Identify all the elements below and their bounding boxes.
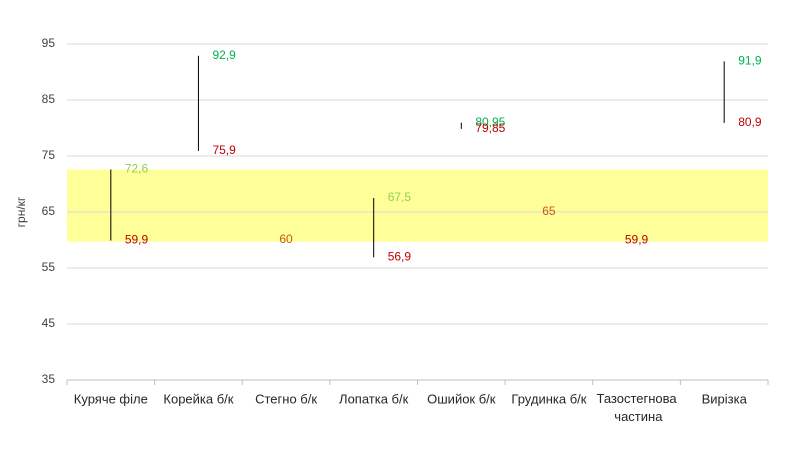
value-label: 67,5 xyxy=(388,190,412,204)
y-tick-label: 65 xyxy=(42,204,56,218)
y-tick-label: 85 xyxy=(42,92,56,106)
x-tick-label: Грудинка б/к xyxy=(511,391,586,406)
x-tick-label: Корейка б/к xyxy=(163,391,233,406)
value-label: 79,85 xyxy=(475,121,505,135)
value-label: 92,9 xyxy=(212,48,236,62)
value-label: 91,9 xyxy=(738,54,762,68)
value-label: 65 xyxy=(542,204,556,218)
y-tick-label: 35 xyxy=(42,372,56,386)
value-label: 75,9 xyxy=(212,143,236,157)
x-tick-label: Стегно б/к xyxy=(255,391,317,406)
x-tick-label: Ошийок б/к xyxy=(427,391,496,406)
x-tick-label: Куряче філе xyxy=(74,391,148,406)
value-label: 80,9 xyxy=(738,115,762,129)
y-tick-label: 55 xyxy=(42,260,56,274)
x-tick-label: Вирізка xyxy=(702,391,748,406)
value-label: 56,9 xyxy=(388,250,412,264)
target-band xyxy=(67,169,768,242)
value-label: 60 xyxy=(279,232,293,246)
y-tick-label: 95 xyxy=(42,36,56,50)
x-tick-label: Лопатка б/к xyxy=(339,391,409,406)
y-tick-label: 75 xyxy=(42,148,56,162)
y-tick-label: 45 xyxy=(42,316,56,330)
value-label: 59,9 xyxy=(625,233,649,247)
x-tick-label: Тазостегнова частина xyxy=(596,391,677,424)
value-label: 72,6 xyxy=(125,162,149,176)
y-axis-label: грн/кг xyxy=(14,196,28,227)
value-label: 80,95 xyxy=(475,115,505,129)
value-label: 59,9 xyxy=(125,233,149,247)
